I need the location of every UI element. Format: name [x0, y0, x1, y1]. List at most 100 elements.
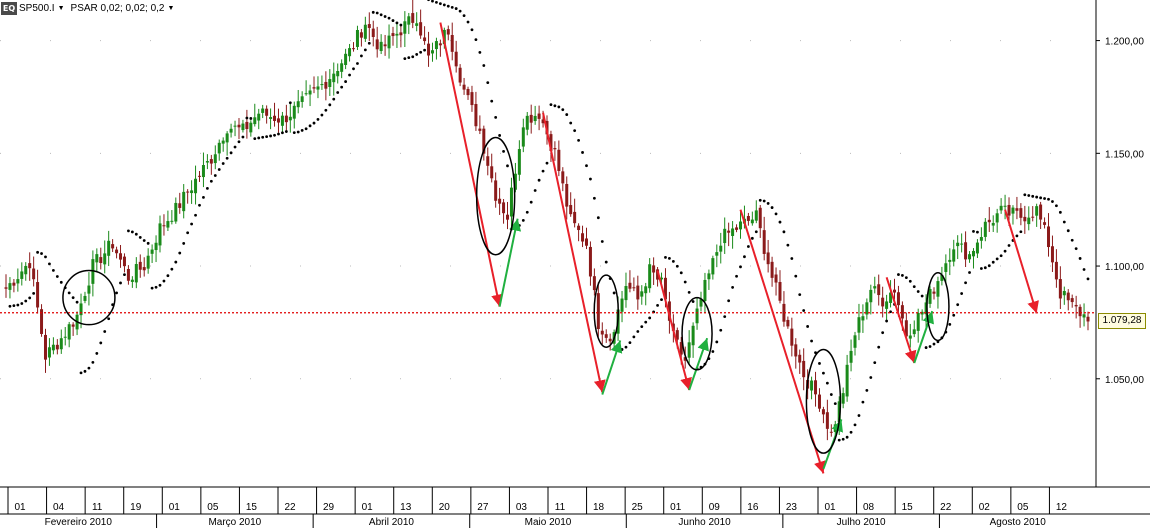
candle-body — [276, 118, 280, 123]
candle-body — [304, 93, 308, 95]
x-day-label: 01 — [362, 502, 374, 513]
candle-body — [482, 128, 486, 154]
psar-dot — [525, 210, 529, 214]
candle-body — [1039, 204, 1043, 220]
candle-body — [332, 73, 336, 83]
psar-dot — [786, 243, 790, 247]
psar-dot — [628, 341, 632, 345]
candle-body — [1054, 261, 1058, 280]
candle-body — [24, 265, 28, 275]
candle-body — [83, 295, 87, 301]
candle-body — [652, 265, 656, 273]
psar-dot — [423, 48, 426, 52]
x-day-label: 23 — [786, 502, 798, 513]
candle-body — [296, 101, 300, 108]
psar-dot — [442, 3, 446, 7]
psar-dot — [407, 56, 411, 60]
candle-body — [308, 90, 312, 95]
candle-body — [375, 39, 379, 50]
x-day-label: 12 — [1056, 502, 1068, 513]
psar-dot — [474, 38, 478, 42]
psar-dot — [328, 103, 332, 107]
candle-body — [889, 292, 893, 303]
symbol-selector[interactable]: SP500.I — [19, 2, 55, 14]
y-tick-label: 1.100,00 — [1105, 262, 1144, 273]
candle-body — [498, 198, 502, 204]
candle-body — [766, 252, 770, 265]
candle-body — [679, 342, 683, 355]
psar-dot — [411, 55, 415, 59]
candle-body — [521, 127, 525, 147]
candle-body — [79, 303, 83, 316]
highlight-ellipse — [681, 296, 713, 371]
candle-body — [438, 43, 442, 46]
psar-dot — [620, 348, 624, 351]
candle-body — [529, 114, 533, 123]
candle-body — [95, 254, 99, 263]
psar-dot — [107, 317, 111, 321]
psar-dot — [754, 230, 758, 234]
psar-dot — [324, 108, 328, 112]
chevron-down-icon[interactable]: ▼ — [167, 4, 175, 12]
psar-dot — [36, 250, 39, 254]
psar-dot — [1047, 197, 1050, 201]
psar-dot — [55, 275, 59, 278]
psar-dot — [142, 239, 146, 242]
psar-dot — [964, 281, 967, 285]
psar-dot — [972, 229, 975, 233]
psar-dot — [790, 257, 794, 260]
psar-dot — [960, 292, 964, 295]
psar-dot — [723, 315, 727, 319]
candle-body — [711, 258, 715, 275]
psar-dot — [569, 121, 573, 125]
candle-body — [146, 255, 150, 269]
psar-dot — [770, 206, 774, 209]
x-day-label: 25 — [632, 502, 644, 513]
psar-dot — [1058, 210, 1062, 214]
candle-body — [960, 243, 964, 245]
psar-dot — [367, 41, 371, 45]
psar-dot — [450, 5, 454, 9]
candle-body — [758, 207, 762, 229]
candle-body — [620, 298, 624, 312]
psar-dot — [664, 255, 667, 259]
y-tick-label: 1.150,00 — [1105, 149, 1144, 160]
psar-dot — [841, 437, 845, 441]
candle-body — [40, 309, 44, 334]
psar-dot — [577, 138, 580, 142]
indicator-selector[interactable]: PSAR 0,02; 0,02; 0,2 — [70, 2, 165, 14]
candle-body — [403, 21, 407, 34]
candle-body — [561, 171, 565, 184]
up-arrow — [688, 337, 709, 391]
candle-body — [383, 44, 387, 47]
psar-dot — [794, 274, 798, 278]
candle-body — [924, 302, 928, 315]
psar-dot — [225, 156, 229, 160]
psar-dot — [48, 262, 51, 266]
psar-dot — [498, 134, 502, 137]
candle-body — [604, 334, 608, 338]
psar-dot — [304, 127, 308, 131]
psar-dot — [802, 309, 806, 312]
psar-dot — [87, 366, 91, 370]
psar-dot — [360, 54, 363, 58]
psar-dot — [612, 291, 616, 295]
candle-body — [71, 324, 75, 327]
psar-dot — [32, 291, 36, 295]
candle-body — [1066, 292, 1070, 301]
psar-dot — [431, 0, 434, 3]
x-month-label: Abril 2010 — [369, 517, 414, 528]
highlight-ellipse — [926, 272, 950, 342]
psar-dot — [371, 10, 375, 14]
psar-dot — [743, 255, 746, 259]
chevron-down-icon[interactable]: ▼ — [57, 4, 65, 12]
psar-dot — [95, 352, 99, 355]
psar-dot — [312, 121, 316, 125]
candle-body — [233, 125, 237, 127]
x-day-label: 09 — [709, 502, 721, 513]
candle-body — [624, 286, 628, 301]
psar-dot — [849, 430, 853, 434]
candle-body — [87, 285, 91, 294]
candle-body — [900, 305, 904, 319]
